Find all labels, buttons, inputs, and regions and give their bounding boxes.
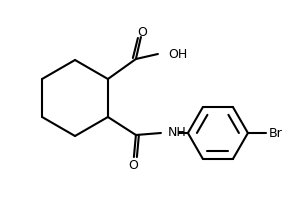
Text: O: O	[137, 26, 147, 38]
Text: O: O	[128, 159, 138, 171]
Text: Br: Br	[269, 127, 283, 140]
Text: NH: NH	[168, 126, 187, 138]
Text: OH: OH	[168, 48, 187, 61]
